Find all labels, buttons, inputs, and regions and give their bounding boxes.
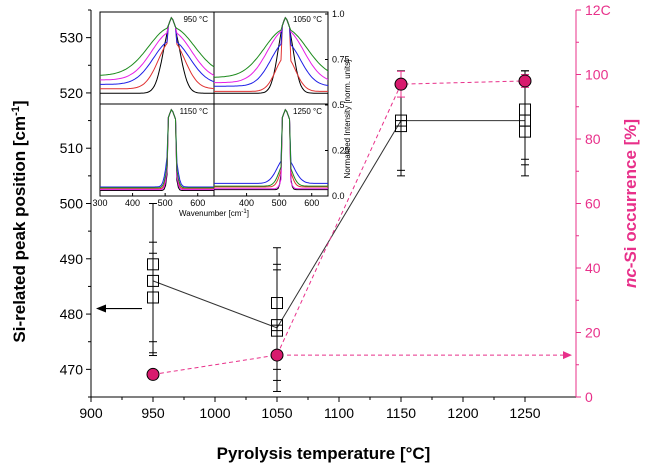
- x-tick-label: 1200: [447, 405, 478, 421]
- inset-spectrum: [214, 108, 328, 188]
- occurrence-line: [152, 80, 526, 375]
- right-tick-label: 60: [585, 196, 601, 212]
- inset-spectrum: [100, 16, 215, 90]
- left-tick-label: 530: [60, 30, 84, 46]
- inset-spectrum: [214, 16, 329, 84]
- inset-panel-label: 1050 °C: [293, 15, 322, 24]
- inset-x-tick-label: 400: [239, 198, 254, 208]
- inset-spectrum: [100, 108, 214, 190]
- left-tick-label: 490: [60, 251, 84, 267]
- inset-spectrum: [100, 16, 215, 81]
- inset-x-tick-label: 600: [190, 198, 205, 208]
- inset-spectrum: [100, 16, 214, 94]
- inset-x-tick-label: 500: [272, 198, 287, 208]
- peak-position-point: [271, 324, 283, 337]
- inset-spectrum: [100, 108, 214, 191]
- inset-panel-label: 1250 °C: [293, 107, 322, 116]
- inset-spectrum: [100, 108, 214, 189]
- inset-y-tick-label: 0.75: [332, 55, 350, 65]
- inset-panel-label: 1150 °C: [180, 107, 209, 116]
- inset-spectrum: [100, 16, 215, 85]
- inset-x-tick-label: 500: [158, 198, 173, 208]
- left-tick-label: 500: [60, 196, 84, 212]
- peak-position-point: [395, 120, 407, 133]
- x-tick-label: 900: [79, 405, 103, 421]
- inset-x-title: Wavenumber [cm-1]: [179, 209, 249, 218]
- x-tick-label: 950: [141, 405, 165, 421]
- x-tick-label: 1150: [386, 405, 416, 421]
- x-tick-label: 1250: [509, 405, 540, 421]
- inset-spectrum: [214, 16, 329, 87]
- right-axis-title: nc-Si occurrence [%]: [621, 119, 640, 288]
- inset-spectrum: [214, 16, 328, 92]
- inset-y-tick-label: 0.0: [332, 191, 345, 201]
- inset-y-title: Normalized Intensity [norm. units]: [343, 60, 352, 179]
- inset-x-tick-label: 300: [92, 198, 107, 208]
- left-tick-label: 520: [60, 85, 84, 101]
- mean-line: [152, 120, 525, 329]
- right-tick-label: 100: [585, 67, 609, 83]
- x-tick-label: 1000: [199, 405, 230, 421]
- occurrence-point: [518, 74, 532, 88]
- inset-spectrum: [100, 108, 214, 191]
- left-axis-arrowhead: [96, 304, 106, 313]
- inset-y-tick-label: 0.25: [332, 146, 350, 156]
- x-tick-label: 1100: [324, 405, 354, 421]
- inset-spectrum: [214, 16, 328, 94]
- inset-spectrum: [214, 108, 328, 191]
- inset-spectrum: [214, 108, 328, 184]
- right-tick-label: 20: [585, 325, 601, 341]
- inset-spectrum: [99, 16, 215, 76]
- left-axis-title: Si-related peak position [cm-1]: [10, 100, 29, 342]
- inset-spectrum: [214, 16, 329, 78]
- inset-spectrum: [100, 108, 214, 188]
- inset-spectrum: [214, 108, 328, 187]
- left-tick-label: 480: [60, 306, 84, 322]
- peak-position-point: [147, 291, 159, 304]
- right-tick-label: 12C: [585, 2, 611, 18]
- inset-x-tick-label: 400: [125, 198, 140, 208]
- right-tick-label: 40: [585, 260, 601, 276]
- occurrence-point: [394, 77, 408, 91]
- right-axis-arrowhead: [563, 351, 572, 360]
- x-axis-title: Pyrolysis temperature [°C]: [217, 444, 431, 463]
- inset-y-tick-label: 1.0: [332, 9, 345, 19]
- right-tick-label: 80: [585, 131, 601, 147]
- left-tick-label: 470: [60, 361, 84, 377]
- occurrence-point: [146, 367, 160, 381]
- left-tick-label: 510: [60, 140, 84, 156]
- inset-panel-label: 950 °C: [183, 15, 208, 24]
- inset-y-tick-label: 0.5: [332, 100, 345, 110]
- right-tick-label: 0: [585, 389, 593, 405]
- peak-position-point: [519, 125, 531, 138]
- inset-spectrum: [214, 108, 328, 190]
- occurrence-point: [270, 348, 284, 362]
- x-tick-label: 1050: [261, 405, 292, 421]
- inset-x-tick-label: 600: [304, 198, 319, 208]
